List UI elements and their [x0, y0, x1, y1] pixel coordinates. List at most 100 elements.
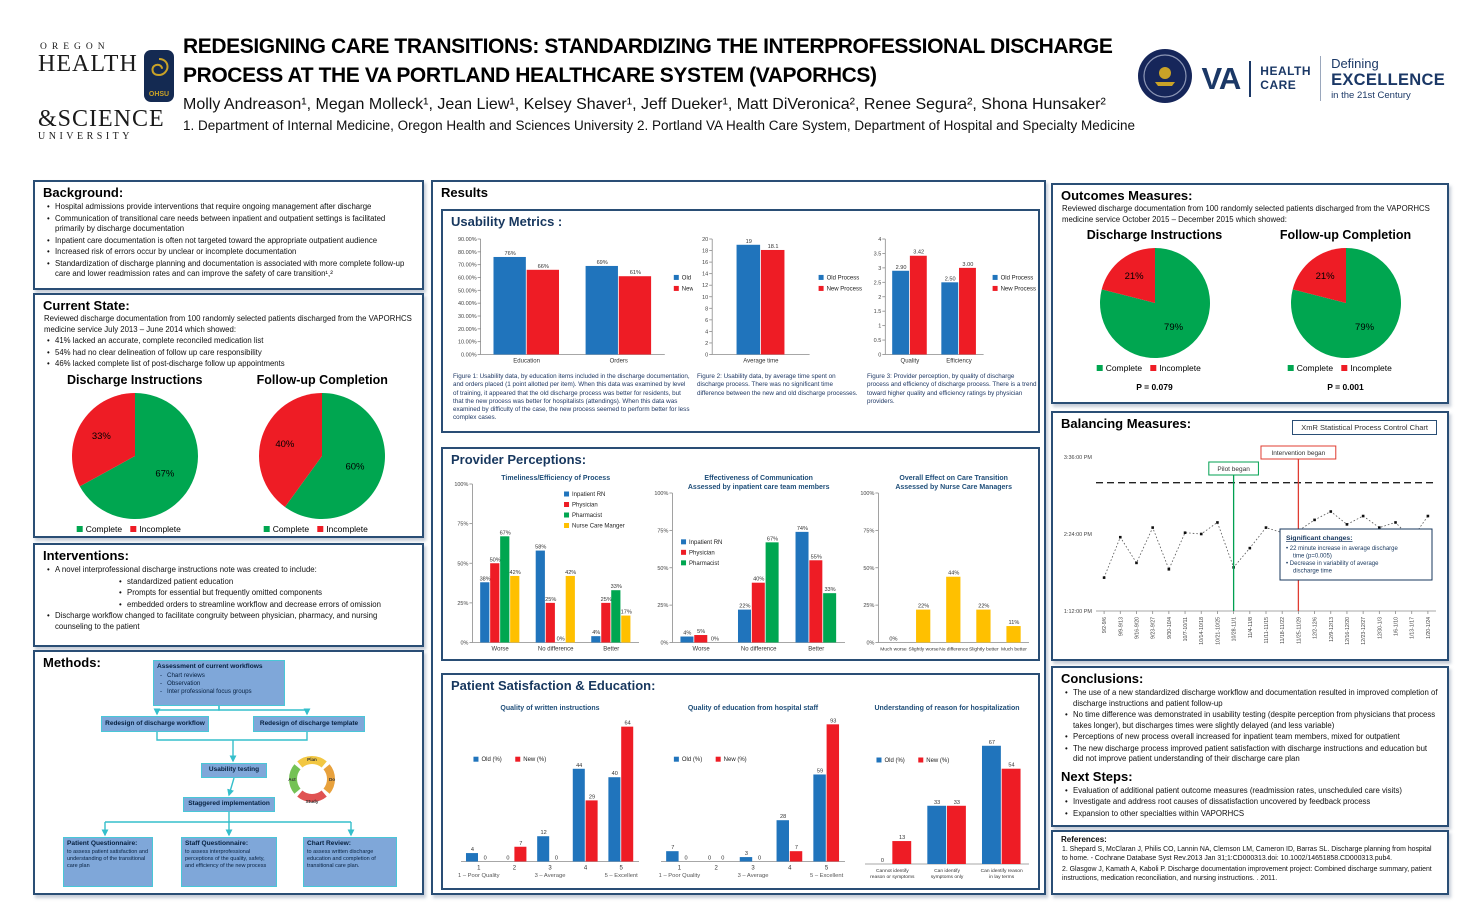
svg-text:3: 3 [548, 866, 552, 872]
svg-text:76%: 76% [504, 251, 515, 257]
quality-education-hospital-staff-chart: Quality of education from hospital staff… [651, 699, 853, 888]
svg-text:Inpatient RN: Inpatient RN [572, 492, 605, 498]
svg-text:67%: 67% [767, 536, 778, 542]
svg-text:0%: 0% [866, 641, 874, 647]
svg-text:New (%): New (%) [724, 757, 747, 763]
svg-text:2: 2 [513, 866, 517, 872]
svg-text:Can identify: Can identify [934, 868, 960, 874]
methods-heading: Methods: [43, 655, 101, 670]
svg-text:75%: 75% [863, 528, 874, 534]
svg-text:33%: 33% [611, 584, 622, 590]
svg-text:Education: Education [513, 359, 540, 365]
pie-title-discharge-instructions: Discharge Instructions [67, 372, 203, 387]
svg-text:13: 13 [899, 835, 905, 841]
svg-text:17%: 17% [621, 610, 632, 616]
background-bullet: Increased risk of errors occur by unclea… [44, 247, 413, 258]
svg-text:1 – Poor Quality: 1 – Poor Quality [458, 873, 500, 879]
svg-text:10/14-10/18: 10/14-10/18 [1199, 617, 1205, 645]
conclusions-bullets: The use of a new standardized discharge … [1053, 688, 1447, 765]
current-state-bullet: 54% had no clear delineation of follow u… [44, 348, 413, 359]
svg-text:Old (%): Old (%) [481, 757, 501, 763]
svg-text:Effectiveness of Communication: Effectiveness of Communication [704, 475, 813, 482]
svg-text:12: 12 [540, 830, 546, 836]
flow-node-staff-questionnaire-title: Staff Questionnaire: [185, 840, 249, 847]
svg-text:100%: 100% [454, 482, 468, 488]
svg-text:time (p=0.005): time (p=0.005) [1293, 554, 1332, 560]
ohsu-science-text: &SCIENCE [38, 106, 165, 132]
flow-node-patient-questionnaire-body: to assess patient satisfaction and under… [67, 849, 149, 869]
svg-text:Old Process: Old Process [1001, 275, 1034, 281]
svg-text:Efficiency: Efficiency [946, 359, 972, 365]
ohsu-university-text: UNIVERSITY [38, 131, 133, 143]
understanding-reason-hospitalization-chart: Understanding of reason for hospitalizat… [855, 699, 1037, 888]
svg-text:100%: 100% [860, 491, 874, 497]
outcomes-pie-title-discharge-instructions: Discharge Instructions [1086, 228, 1223, 243]
svg-text:9/9-9/13: 9/9-9/13 [1118, 617, 1124, 636]
svg-text:11/11-11/15: 11/11-11/15 [1264, 617, 1270, 644]
current-state-panel: Current State: Reviewed discharge docume… [33, 293, 424, 538]
svg-text:Act: Act [288, 777, 296, 782]
conclusions-bullet: No time difference was demonstrated in u… [1062, 710, 1438, 731]
svg-text:3.42: 3.42 [913, 250, 924, 256]
flow-assessment-item: Inter professional focus groups [157, 688, 281, 696]
svg-text:Can identify reason: Can identify reason [981, 868, 1023, 874]
svg-text:55%: 55% [811, 554, 822, 560]
current-state-follow-up-completion-pie-chart: 60% 40% Complete Incomplete [237, 387, 407, 536]
svg-text:22%: 22% [978, 604, 989, 610]
conclusions-heading: Conclusions: [1061, 671, 1144, 686]
svg-text:No difference: No difference [741, 647, 777, 653]
svg-text:Physician: Physician [572, 503, 598, 509]
svg-text:42%: 42% [510, 570, 521, 576]
background-bullet: Hospital admissions provide intervention… [44, 202, 413, 213]
svg-text:Assessed by inpatient care tea: Assessed by inpatient care team members [688, 484, 830, 491]
current-state-bullet: 41% lacked an accurate, complete reconci… [44, 336, 413, 347]
svg-text:Incomplete: Incomplete [327, 524, 369, 534]
svg-text:11/25-11/29: 11/25-11/29 [1296, 617, 1302, 644]
svg-text:50%: 50% [657, 566, 668, 572]
pdsa-cycle-icon: Plan Do Study Act [285, 752, 339, 806]
svg-text:50%: 50% [490, 557, 501, 563]
svg-text:3 – Average: 3 – Average [738, 873, 769, 879]
svg-text:30.00%: 30.00% [458, 314, 477, 320]
svg-text:0: 0 [705, 353, 708, 359]
svg-text:5: 5 [620, 866, 624, 872]
balancing-heading: Balancing Measures: [1061, 416, 1192, 431]
svg-text:67: 67 [989, 740, 995, 746]
svg-text:12/16-12/20: 12/16-12/20 [1345, 617, 1351, 645]
svg-text:Quality of education from hosp: Quality of education from hospital staff [688, 705, 819, 712]
svg-text:Better: Better [808, 647, 824, 653]
svg-text:12/23-12/27: 12/23-12/27 [1361, 617, 1367, 645]
results-heading: Results [441, 185, 488, 200]
outcomes-p-value-discharge: P = 0.079 [1136, 382, 1173, 393]
svg-text:Pilot began: Pilot began [1217, 466, 1250, 473]
effectiveness-of-communication-chart: Effectiveness of Communication Assessed b… [651, 469, 853, 659]
svg-text:9/23-9/27: 9/23-9/27 [1151, 617, 1157, 639]
usability-average-time-chart: 0 2 4 6 8 10 12 14 16 18 20 19 18.1 Average time Old P… [697, 231, 865, 374]
conclusions-bullet: The use of a new standardized discharge … [1062, 688, 1438, 709]
svg-text:No difference: No difference [538, 647, 574, 653]
svg-text:4%: 4% [592, 630, 600, 636]
svg-text:64: 64 [624, 721, 630, 727]
background-panel: Background: Hospital admissions provide … [33, 180, 424, 290]
svg-text:67%: 67% [155, 468, 175, 479]
interventions-bullet: standardized patient education [116, 577, 413, 588]
svg-text:Complete: Complete [1296, 363, 1333, 373]
ohsu-oregon-text: OREGON [40, 42, 110, 52]
interventions-bullet: Discharge workflow changed to facilitate… [44, 611, 413, 632]
svg-text:New Process: New Process [1001, 286, 1036, 292]
svg-text:Worse: Worse [492, 647, 510, 653]
svg-text:20.00%: 20.00% [458, 327, 477, 333]
svg-text:61%: 61% [630, 270, 641, 276]
svg-text:2:24:00 PM: 2:24:00 PM [1064, 532, 1093, 538]
authors-line: Molly Andreason¹, Megan Molleck¹, Jean L… [183, 95, 1106, 113]
xmr-control-chart: 1:12:00 PM 2:24:00 PM 3:36:00 PM 9/2-9/6 9/9… [1058, 445, 1444, 659]
flow-node-staggered-implementation: Staggered implementation [183, 797, 275, 812]
svg-text:10.00%: 10.00% [458, 340, 477, 346]
usability-education-orders-chart: 0.00% 10.00% 20.00% 30.00% 40.00% 50.00% 60.00… [453, 231, 695, 374]
svg-text:New (%): New (%) [926, 758, 949, 764]
svg-text:Assessed by Nurse Care Manager: Assessed by Nurse Care Managers [895, 484, 1012, 491]
background-bullet: Communication of transitional care needs… [44, 214, 413, 235]
svg-text:40%: 40% [753, 577, 764, 583]
svg-text:2: 2 [705, 341, 708, 347]
svg-text:33: 33 [934, 800, 940, 806]
